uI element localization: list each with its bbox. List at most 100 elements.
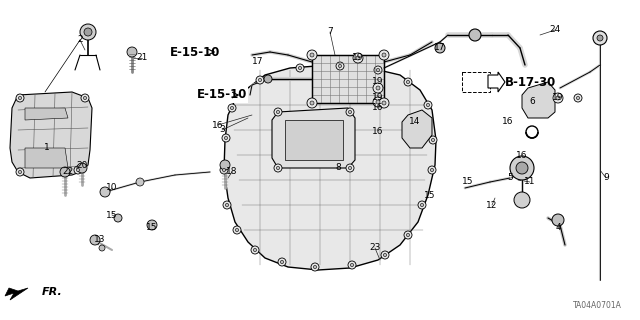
Circle shape <box>381 251 389 259</box>
Circle shape <box>99 245 105 251</box>
Circle shape <box>404 78 412 86</box>
Circle shape <box>556 96 560 100</box>
Circle shape <box>379 98 389 108</box>
Circle shape <box>424 101 432 109</box>
Text: 15: 15 <box>424 190 436 199</box>
Text: 17: 17 <box>435 44 445 52</box>
Circle shape <box>220 166 228 174</box>
Text: 16: 16 <box>372 127 384 137</box>
Circle shape <box>418 201 426 209</box>
Circle shape <box>429 136 437 144</box>
Circle shape <box>83 96 86 100</box>
Circle shape <box>19 96 22 100</box>
Text: 15: 15 <box>106 211 118 220</box>
Circle shape <box>228 104 236 112</box>
Text: 6: 6 <box>529 98 535 107</box>
Circle shape <box>552 214 564 226</box>
Circle shape <box>90 235 100 245</box>
Circle shape <box>376 86 380 90</box>
Circle shape <box>420 204 424 207</box>
Circle shape <box>406 80 410 84</box>
Bar <box>312 55 384 103</box>
Circle shape <box>382 53 386 57</box>
Text: 17: 17 <box>252 58 264 67</box>
Circle shape <box>222 134 230 142</box>
Circle shape <box>553 93 563 103</box>
Text: 23: 23 <box>369 244 381 252</box>
Polygon shape <box>25 148 68 168</box>
Circle shape <box>278 258 286 266</box>
Circle shape <box>307 50 317 60</box>
Circle shape <box>19 170 22 173</box>
Circle shape <box>336 62 344 70</box>
Circle shape <box>127 47 137 57</box>
Text: E-15-10: E-15-10 <box>170 45 220 59</box>
Circle shape <box>311 263 319 271</box>
Circle shape <box>256 76 264 84</box>
Polygon shape <box>25 108 68 120</box>
Circle shape <box>16 94 24 102</box>
Circle shape <box>100 187 110 197</box>
Circle shape <box>339 64 342 68</box>
Circle shape <box>60 167 70 177</box>
Circle shape <box>353 53 363 63</box>
Text: 21: 21 <box>136 53 148 62</box>
Circle shape <box>376 100 380 104</box>
Circle shape <box>431 138 435 141</box>
Circle shape <box>356 56 360 60</box>
Text: 9: 9 <box>603 173 609 182</box>
Circle shape <box>346 108 354 116</box>
Polygon shape <box>224 65 436 270</box>
Circle shape <box>435 43 445 53</box>
Circle shape <box>298 67 301 69</box>
Circle shape <box>223 201 231 209</box>
Circle shape <box>382 101 386 105</box>
Circle shape <box>351 263 354 267</box>
Circle shape <box>346 164 354 172</box>
Circle shape <box>230 106 234 109</box>
Circle shape <box>383 253 387 257</box>
Circle shape <box>597 35 603 41</box>
Text: 16: 16 <box>372 103 384 113</box>
Bar <box>285 120 343 160</box>
Circle shape <box>510 156 534 180</box>
Text: 4: 4 <box>555 223 561 233</box>
Bar <box>312 55 384 103</box>
Text: 16: 16 <box>212 121 224 130</box>
Circle shape <box>223 168 226 172</box>
Text: 1: 1 <box>44 143 50 153</box>
Circle shape <box>264 75 272 83</box>
Text: 11: 11 <box>524 178 536 187</box>
Circle shape <box>276 166 280 170</box>
Circle shape <box>225 136 228 140</box>
Bar <box>462 72 490 92</box>
Circle shape <box>348 261 356 269</box>
Text: 15: 15 <box>147 223 157 233</box>
Polygon shape <box>488 72 505 92</box>
Circle shape <box>348 110 351 114</box>
Circle shape <box>593 31 607 45</box>
Text: 19: 19 <box>372 93 384 102</box>
Circle shape <box>84 28 92 36</box>
Text: 16: 16 <box>516 150 528 159</box>
Circle shape <box>80 24 96 40</box>
Circle shape <box>574 94 582 102</box>
Text: 24: 24 <box>549 26 561 35</box>
Circle shape <box>428 166 436 174</box>
Text: 20: 20 <box>76 161 88 170</box>
Circle shape <box>426 103 429 107</box>
Text: 8: 8 <box>335 164 341 172</box>
Circle shape <box>296 64 304 72</box>
Text: 18: 18 <box>227 167 237 177</box>
Text: 14: 14 <box>410 117 420 126</box>
Circle shape <box>379 50 389 60</box>
Circle shape <box>577 96 580 100</box>
Circle shape <box>514 192 530 208</box>
Circle shape <box>430 168 434 172</box>
Text: 2: 2 <box>77 36 83 44</box>
Circle shape <box>81 94 89 102</box>
Text: 10: 10 <box>106 183 118 193</box>
Circle shape <box>220 160 230 170</box>
Text: 7: 7 <box>327 28 333 36</box>
Text: 3: 3 <box>219 125 225 134</box>
